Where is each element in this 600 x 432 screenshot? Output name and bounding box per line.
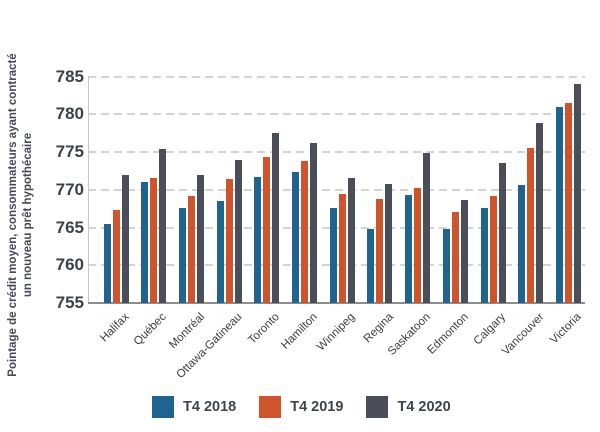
x-tick-label: Ottawa-Gatineau (174, 311, 245, 381)
y-axis-title-line2: un nouveau prêt hypothécaire (22, 132, 34, 298)
x-tick-label: Regina (361, 311, 396, 346)
legend-item: T4 2019 (259, 396, 343, 418)
bar (451, 212, 459, 303)
bar (329, 207, 337, 303)
bar (376, 198, 384, 303)
bar (423, 152, 431, 303)
bar (442, 229, 450, 303)
y-tick-label: 780 (55, 104, 84, 124)
bar (234, 159, 242, 303)
x-tick-label: Hamilton (279, 311, 321, 352)
bar (254, 176, 262, 303)
bar (498, 162, 506, 303)
bar (150, 177, 158, 303)
bar (367, 229, 375, 303)
y-tick-label: 760 (55, 255, 84, 275)
legend-label: T4 2019 (290, 399, 344, 415)
bar (272, 133, 280, 303)
bar (225, 179, 233, 303)
bar (460, 199, 468, 303)
legend-swatch (152, 396, 174, 418)
legend-label: T4 2020 (397, 399, 451, 415)
bar (489, 195, 497, 303)
bar (574, 84, 582, 303)
y-tick-label: 765 (55, 217, 84, 237)
bar (141, 182, 149, 303)
x-tick-label: Toronto (246, 311, 283, 347)
x-tick-label: Victoria (548, 311, 585, 347)
y-tick-label: 770 (55, 179, 84, 199)
legend-swatch (366, 396, 389, 418)
bar (385, 184, 393, 303)
y-tick-label: 775 (55, 142, 84, 161)
legend: T4 2018 T4 2019 T4 2020 (152, 396, 451, 418)
bar (292, 172, 300, 303)
bar (518, 185, 526, 303)
bar (112, 210, 120, 303)
bar (565, 102, 573, 303)
bar (338, 193, 346, 303)
x-tick-label: Halifax (98, 311, 132, 345)
bar (527, 148, 535, 303)
bar (263, 156, 271, 303)
legend-item: T4 2020 (366, 396, 451, 418)
bar (480, 207, 488, 303)
y-axis-title: Pointage de crédit moyen, consommateurs … (6, 53, 36, 376)
bar (196, 175, 204, 303)
y-axis-title-line1: Pointage de crédit moyen, consommateurs … (7, 53, 19, 377)
bar (310, 142, 318, 303)
y-axis-line (88, 76, 89, 303)
bar (121, 174, 129, 303)
x-tick-label: Calgary (472, 311, 509, 348)
bar (556, 106, 564, 303)
bar (187, 195, 195, 303)
bar (159, 148, 167, 303)
legend-label: T4 2018 (183, 399, 237, 415)
gridline (88, 188, 585, 191)
bar (405, 195, 413, 303)
bar (103, 224, 111, 303)
bar (178, 207, 186, 303)
x-tick-label: Winnipeg (315, 311, 358, 354)
legend-item: T4 2018 (152, 396, 236, 418)
y-tick-label: 755 (55, 293, 84, 312)
bar (414, 188, 422, 303)
y-tick-label: 785 (55, 66, 84, 86)
x-tick-label: Québec (132, 311, 170, 348)
bar (536, 122, 544, 303)
gridline (88, 75, 585, 78)
bar (216, 201, 224, 303)
gridline (88, 113, 585, 116)
bar (347, 178, 355, 303)
gridline (88, 151, 585, 153)
x-axis-line (88, 302, 585, 304)
legend-swatch (259, 396, 282, 418)
bar (301, 161, 309, 303)
